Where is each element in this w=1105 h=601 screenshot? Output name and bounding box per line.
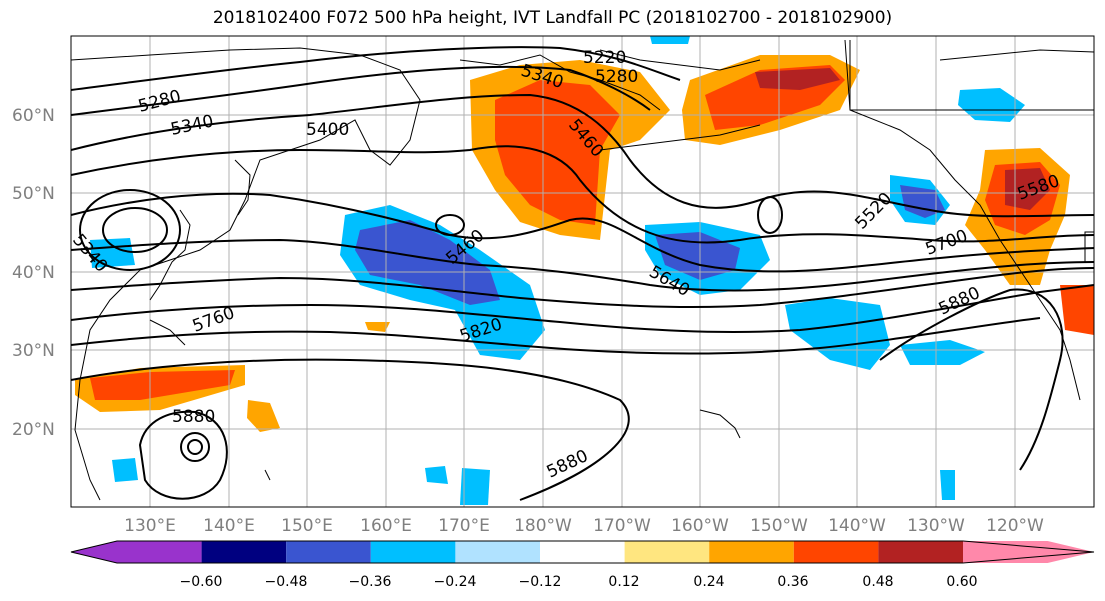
lat-label: 40°N bbox=[12, 263, 55, 283]
colorbar-outline bbox=[70, 540, 1095, 564]
colorbar-segment bbox=[540, 541, 625, 563]
lon-label: 150°W bbox=[750, 516, 808, 536]
colorbar-segment bbox=[793, 541, 879, 563]
colorbar-segment bbox=[286, 541, 371, 563]
latitude-labels: 60°N 50°N 40°N 30°N 20°N bbox=[12, 106, 55, 440]
colorbar-tick-label: −0.48 bbox=[265, 574, 308, 590]
lon-label: 160°W bbox=[671, 516, 729, 536]
height-contours bbox=[71, 46, 1094, 501]
lon-label: 160°E bbox=[360, 516, 412, 536]
colorbar-segment bbox=[624, 541, 710, 563]
longitude-labels: 130°E 140°E 150°E 160°E 170°E 180°W 170°… bbox=[124, 516, 1044, 536]
colorbar-tick-label: 0.48 bbox=[862, 574, 893, 590]
colorbar-segment bbox=[709, 541, 794, 563]
lat-label: 20°N bbox=[12, 420, 55, 440]
lon-label: 170°W bbox=[593, 516, 651, 536]
lon-label: 140°E bbox=[203, 516, 255, 536]
lon-label: 150°E bbox=[281, 516, 333, 536]
lat-label: 30°N bbox=[12, 341, 55, 361]
colorbar-segment bbox=[201, 541, 287, 563]
colorbar-tick-label: 0.36 bbox=[777, 574, 808, 590]
colorbar-tick-label: 0.24 bbox=[693, 574, 724, 590]
colorbar-segment bbox=[455, 541, 540, 563]
lon-label: 170°E bbox=[438, 516, 490, 536]
map-border bbox=[70, 35, 1095, 508]
colorbar-tick-labels: −0.60 −0.48 −0.36 −0.24 −0.12 0.12 0.24 … bbox=[180, 574, 978, 590]
lon-label: 130°E bbox=[124, 516, 176, 536]
lat-label: 50°N bbox=[12, 184, 55, 204]
colorbar-tick-label: −0.60 bbox=[180, 574, 223, 590]
colorbar bbox=[70, 540, 1095, 564]
lon-label: 140°W bbox=[828, 516, 886, 536]
colorbar-segment bbox=[71, 541, 202, 563]
colorbar-segment bbox=[878, 541, 963, 563]
lon-label: 120°W bbox=[986, 516, 1044, 536]
contour-label: 5220 bbox=[583, 48, 626, 68]
lat-label: 60°N bbox=[12, 106, 55, 126]
map-title: 2018102400 F072 500 hPa height, IVT Land… bbox=[212, 8, 893, 28]
colorbar-segment bbox=[963, 541, 1094, 563]
colorbar-tick-label: 0.60 bbox=[946, 574, 977, 590]
colorbar-segment bbox=[370, 541, 456, 563]
colorbar-tick-label: −0.36 bbox=[349, 574, 392, 590]
graticule bbox=[71, 36, 1094, 507]
lon-label: 130°W bbox=[907, 516, 965, 536]
colorbar-tick-label: −0.24 bbox=[434, 574, 477, 590]
lon-label: 180°W bbox=[514, 516, 572, 536]
colorbar-tick-label: 0.12 bbox=[608, 574, 639, 590]
contour-label: 5400 bbox=[306, 120, 349, 140]
contour-label: 5280 bbox=[595, 67, 638, 87]
contour-label: 5880 bbox=[172, 407, 215, 427]
colorbar-tick-label: −0.12 bbox=[519, 574, 562, 590]
